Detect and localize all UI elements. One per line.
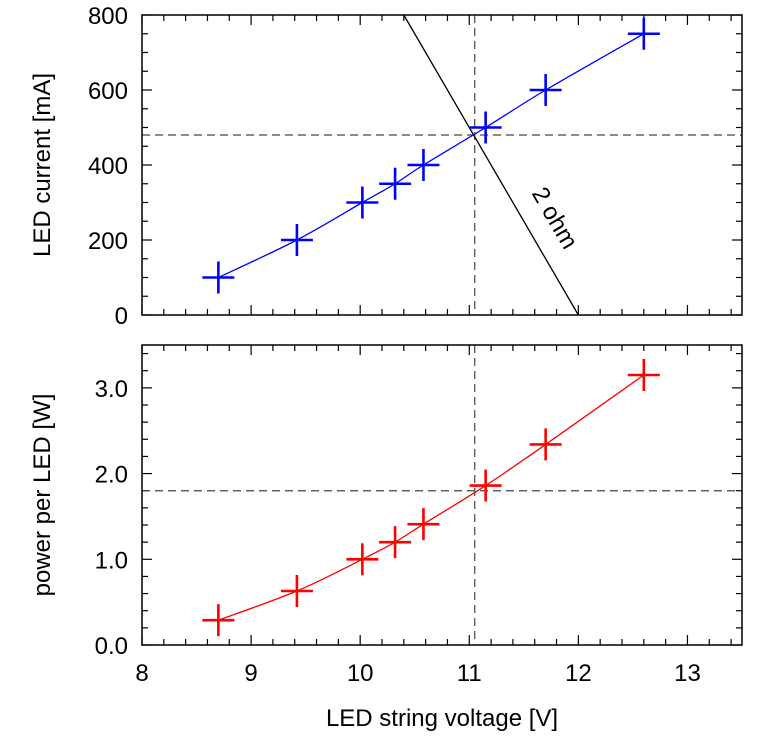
y-tick-label: 400 <box>88 153 128 180</box>
plot-frame <box>141 344 743 646</box>
y-tick-label: 800 <box>88 3 128 30</box>
data-point-plus-marker <box>202 604 235 637</box>
current-panel: 0 200 400 600 800 2 ohm <box>88 3 743 330</box>
data-point-plus-marker <box>280 224 313 256</box>
load-line-2-ohm <box>403 14 579 316</box>
y-axis-label-power: power per LED [W] <box>29 394 56 597</box>
data-point-plus-marker <box>627 359 660 391</box>
data-point-plus-marker <box>529 74 562 106</box>
x-tick-label: 12 <box>565 660 592 687</box>
y-tick-label: 600 <box>88 78 128 105</box>
y-tick-label: 1.0 <box>95 547 128 574</box>
y-tick-label: 3.0 <box>95 376 128 403</box>
series-line <box>218 374 645 621</box>
y-tick-label: 0.0 <box>95 633 128 660</box>
data-point-plus-marker <box>202 261 235 294</box>
data-point-plus-marker <box>407 508 440 541</box>
data-point-plus-marker <box>346 186 379 219</box>
x-tick-label: 9 <box>244 660 257 687</box>
power-panel: 8 9 10 11 12 13 0.0 1.0 2.0 3.0 <box>95 344 743 687</box>
data-point-plus-marker <box>627 17 660 50</box>
data-point-plus-marker <box>346 543 379 576</box>
y-tick-label: 200 <box>88 228 128 255</box>
data-point-plus-marker <box>379 526 412 559</box>
data-point-plus-marker <box>407 149 440 181</box>
load-line-label: 2 ohm <box>526 183 583 254</box>
data-point-plus-marker <box>379 167 412 200</box>
y-axis-label-current: LED current [mA] <box>29 73 56 257</box>
y-tick-label: 2.0 <box>95 462 128 489</box>
y-tick-label: 0 <box>115 303 128 330</box>
x-tick-label: 13 <box>674 660 701 687</box>
x-axis-label: LED string voltage [V] <box>326 705 558 732</box>
x-tick-label: 8 <box>135 660 148 687</box>
data-point-plus-marker <box>469 111 502 144</box>
data-point-plus-marker <box>280 575 313 607</box>
plot-frame <box>141 14 743 316</box>
data-point-plus-marker <box>529 428 562 461</box>
x-tick-label: 10 <box>347 660 374 687</box>
x-tick-label: 11 <box>457 660 482 687</box>
data-point-plus-marker <box>469 469 502 502</box>
